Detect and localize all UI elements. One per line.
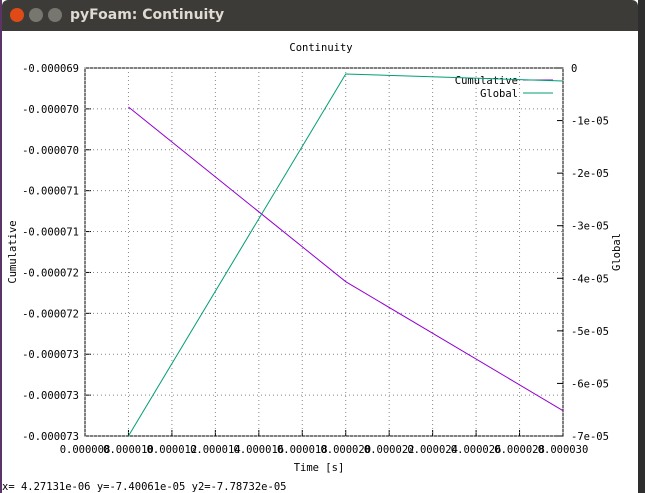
y2-tick-label: -2e-05 [571,168,609,180]
x-tick-label: 0.000030 [538,444,589,456]
window-edge [638,0,645,493]
y-tick-label: -0.000073 [22,349,79,361]
close-button[interactable] [10,8,24,22]
plot-frame [84,67,564,437]
y2-tick-label: -5e-05 [571,326,609,338]
y2-tick-label: -6e-05 [571,378,609,390]
x-tick-label: 0.000024 [407,444,458,456]
y-tick-label: -0.000072 [22,308,79,320]
y-tick-label: -0.000070 [22,145,79,157]
y2-tick-label: -1e-05 [571,116,609,128]
y-tick-label: -0.000070 [22,104,79,116]
legend-label: Global [480,88,518,100]
x-tick-label: 0.000020 [320,444,371,456]
y-tick-label: -0.000073 [22,390,79,402]
y-tick-label: -0.000071 [22,186,79,198]
x-tick-label: 0.000018 [277,444,328,456]
y-axis-label: Cumulative [7,220,19,283]
y2-tick-label: -3e-05 [571,221,609,233]
series-line [128,106,564,412]
x-tick-label: 0.000012 [147,444,198,456]
chart-title: Continuity [289,42,352,54]
y-tick-label: -0.000073 [22,431,79,443]
series-line [128,73,564,437]
x-tick-label: 0.000008 [60,444,111,456]
x-tick-label: 0.000022 [364,444,415,456]
y-tick-label: -0.000069 [22,63,79,75]
x-tick-label: 0.000010 [103,444,154,456]
maximize-button[interactable] [48,8,62,22]
window-title: pyFoam: Continuity [70,7,225,23]
minimize-button[interactable] [29,8,43,22]
x-tick-label: 0.000014 [190,444,241,456]
legend-label: Cumulative [455,75,518,87]
y2-axis-label: Global [611,233,623,271]
x-tick-label: 0.000016 [234,444,285,456]
y2-tick-label: 0 [571,63,577,75]
title-bar: pyFoam: Continuity [2,0,638,31]
x-axis-label: Time [s] [294,462,345,474]
status-bar: x= 4.27131e-06 y=-7.40061e-05 y2=-7.7873… [2,481,286,493]
x-tick-label: 0.000026 [451,444,502,456]
y2-tick-label: -4e-05 [571,273,609,285]
y-tick-label: -0.000071 [22,227,79,239]
y-tick-label: -0.000072 [22,267,79,279]
y2-tick-label: -7e-05 [571,431,609,443]
x-tick-label: 0.000028 [494,444,545,456]
